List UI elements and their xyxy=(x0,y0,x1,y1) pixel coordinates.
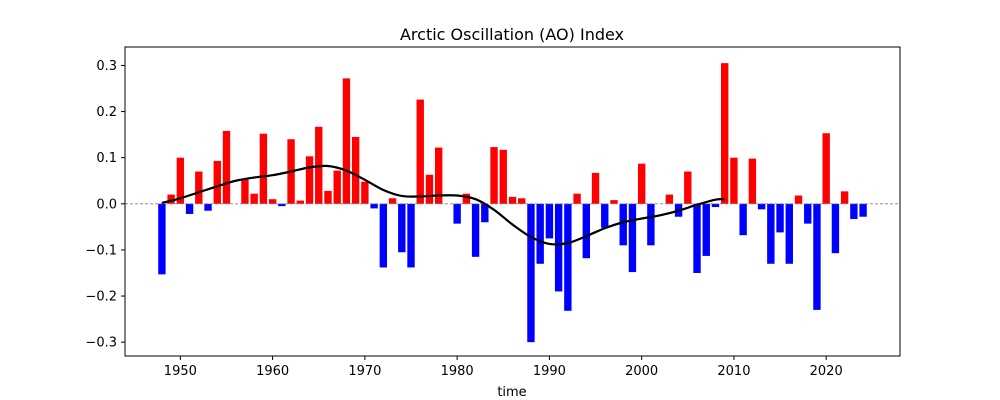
bar-1997 xyxy=(610,200,618,204)
bar-1961 xyxy=(278,203,286,207)
bar-2018 xyxy=(804,203,812,224)
bar-1986 xyxy=(508,196,517,204)
bar-2008 xyxy=(711,203,720,208)
y-tick-label: −0.2 xyxy=(85,290,117,305)
x-tick-label: 1950 xyxy=(164,364,197,379)
x-tick-label: 1990 xyxy=(533,364,566,379)
x-tick-label: 2010 xyxy=(717,364,750,379)
x-tick-label: 1960 xyxy=(256,364,289,379)
bar-2019 xyxy=(813,203,821,310)
bar-1994 xyxy=(582,203,590,259)
bar-1972 xyxy=(379,203,388,268)
bar-1968 xyxy=(342,78,351,204)
bar-2015 xyxy=(776,203,784,233)
bar-1989 xyxy=(536,203,544,264)
bar-2014 xyxy=(767,203,775,264)
x-axis-ticks: 1950 1960 1970 1980 1990 2000 2010 2020 xyxy=(164,356,843,379)
bar-2000 xyxy=(637,163,646,204)
bar-1957 xyxy=(241,179,249,204)
bar-2020 xyxy=(822,133,830,204)
y-tick-label: −0.1 xyxy=(85,243,117,258)
bar-1964 xyxy=(305,156,314,204)
x-axis-label: time xyxy=(497,385,526,400)
bar-2017 xyxy=(794,195,803,204)
bar-2021 xyxy=(831,203,840,254)
x-tick-label: 1970 xyxy=(348,364,381,379)
bar-1990 xyxy=(545,203,554,239)
chart-title: Arctic Oscillation (AO) Index xyxy=(400,25,624,44)
bar-1955 xyxy=(222,130,231,204)
bar-1998 xyxy=(619,203,627,246)
bar-1967 xyxy=(333,170,341,204)
bar-1991 xyxy=(554,203,563,292)
bar-1976 xyxy=(416,99,424,204)
y-axis-ticks: −0.3 −0.2 −0.1 0.0 0.1 0.2 0.3 xyxy=(85,59,125,351)
bar-2024 xyxy=(859,203,867,217)
bar-1975 xyxy=(407,203,415,268)
bar-1974 xyxy=(398,203,406,253)
bar-1958 xyxy=(250,193,258,204)
bar-1966 xyxy=(324,190,332,204)
bar-2009 xyxy=(721,63,729,204)
bar-1951 xyxy=(185,203,194,214)
y-tick-label: 0.3 xyxy=(96,59,117,74)
smooth-trend-line xyxy=(161,164,725,246)
bar-1948 xyxy=(158,203,166,275)
y-tick-label: 0.2 xyxy=(96,105,117,120)
bar-1987 xyxy=(518,198,526,204)
bar-1982 xyxy=(471,203,480,257)
bar-2011 xyxy=(739,203,747,236)
bar-1988 xyxy=(527,203,535,343)
bar-1971 xyxy=(370,203,378,209)
bar-1985 xyxy=(499,149,507,204)
bars-layer xyxy=(158,63,867,343)
bar-2012 xyxy=(748,158,757,204)
x-tick-label: 2000 xyxy=(625,364,658,379)
y-tick-label: 0.1 xyxy=(96,151,117,166)
bar-1999 xyxy=(628,203,637,273)
bar-2016 xyxy=(785,203,793,264)
bar-2022 xyxy=(840,191,849,204)
bar-1996 xyxy=(601,203,609,228)
bar-1978 xyxy=(435,147,443,204)
bar-1949 xyxy=(167,194,175,204)
bar-2006 xyxy=(693,203,701,273)
y-tick-label: −0.3 xyxy=(85,336,117,351)
bar-1995 xyxy=(591,172,600,204)
plot-frame xyxy=(124,46,901,357)
bar-1970 xyxy=(361,181,369,204)
bar-1959 xyxy=(259,133,268,204)
bar-2007 xyxy=(702,203,710,256)
bar-2023 xyxy=(850,203,858,220)
bar-2005 xyxy=(684,171,692,204)
bar-2001 xyxy=(647,203,655,246)
bar-1981 xyxy=(462,193,471,204)
bar-2010 xyxy=(730,157,738,204)
bar-1952 xyxy=(195,171,203,204)
x-tick-label: 2020 xyxy=(810,364,843,379)
bar-2013 xyxy=(757,203,766,210)
bar-1954 xyxy=(213,160,221,204)
bar-1973 xyxy=(388,198,397,204)
bar-1992 xyxy=(564,203,572,311)
bar-1953 xyxy=(204,203,212,211)
bar-1969 xyxy=(351,136,360,204)
bar-2003 xyxy=(665,194,674,204)
bar-1993 xyxy=(573,193,581,204)
bar-1984 xyxy=(490,147,498,204)
bar-1983 xyxy=(481,203,489,223)
bar-1977 xyxy=(425,174,434,204)
bar-1960 xyxy=(268,199,277,204)
x-tick-label: 1980 xyxy=(441,364,474,379)
y-tick-label: 0.0 xyxy=(96,197,117,212)
bar-1963 xyxy=(296,200,304,204)
bar-1980 xyxy=(453,203,461,224)
bar-1950 xyxy=(176,157,185,204)
